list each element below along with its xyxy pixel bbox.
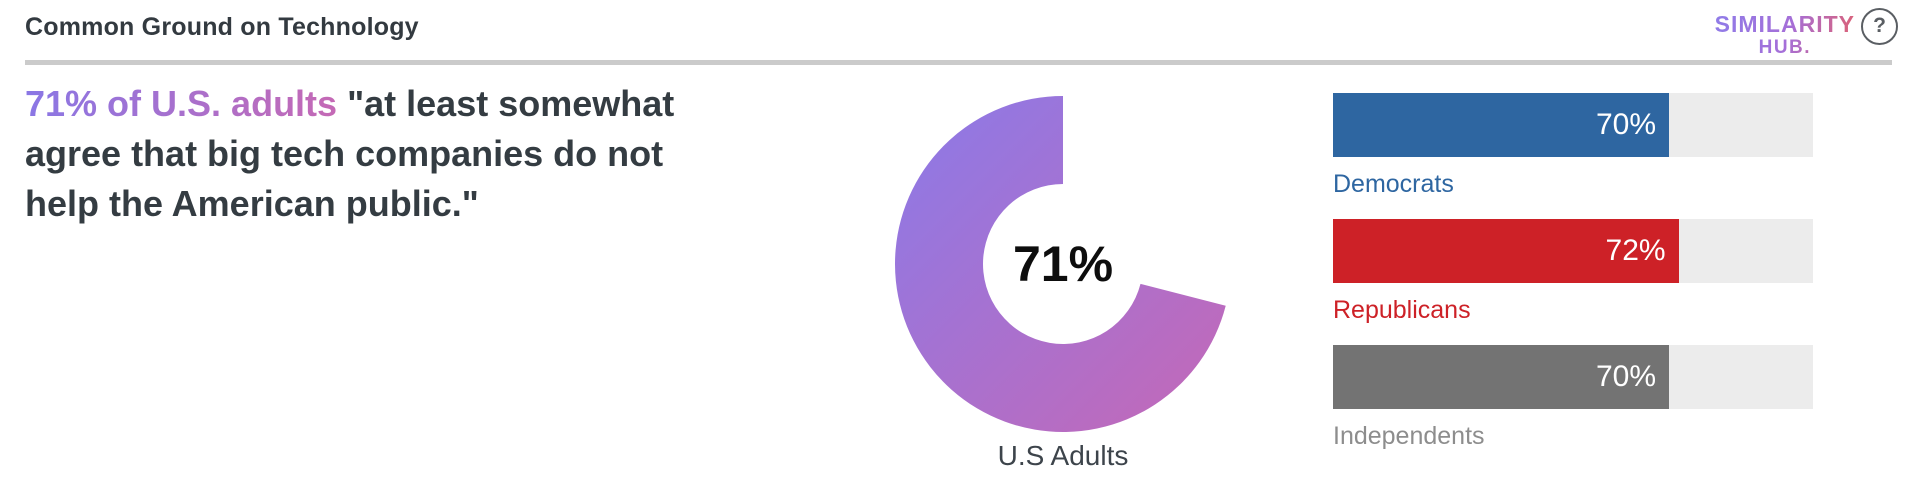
bar-fill: 70% bbox=[1333, 345, 1669, 409]
bar-row: 70% Democrats bbox=[1333, 93, 1813, 219]
bar-value-label: 72% bbox=[1605, 234, 1666, 267]
header-divider bbox=[25, 60, 1892, 65]
bar-track: 72% bbox=[1333, 219, 1813, 283]
bar-group-label: Independents bbox=[1333, 422, 1485, 450]
similarity-hub-logo: SIMILARITY HUB. bbox=[1715, 13, 1855, 57]
party-bars: 70% Democrats 72% Republicans 70% Independent… bbox=[1333, 93, 1813, 471]
bar-value-label: 70% bbox=[1595, 108, 1656, 141]
help-icon[interactable]: ? bbox=[1861, 8, 1898, 45]
donut-center-value: 71% bbox=[1012, 236, 1114, 292]
bar-group-label: Democrats bbox=[1333, 170, 1454, 198]
donut-caption: U.S Adults bbox=[997, 440, 1129, 471]
bar-row: 70% Independents bbox=[1333, 345, 1813, 471]
bar-group-label: Republicans bbox=[1333, 296, 1471, 324]
bar-fill: 72% bbox=[1333, 219, 1679, 283]
bar-track: 70% bbox=[1333, 345, 1813, 409]
donut-svg bbox=[894, 96, 1226, 432]
bar-row: 72% Republicans bbox=[1333, 219, 1813, 345]
logo-line2: HUB. bbox=[1758, 37, 1812, 58]
statement-text: 71% of U.S. adults "at least somewhat ag… bbox=[25, 79, 685, 229]
statement-rest: "at least somewhat agree that big tech c… bbox=[25, 83, 675, 224]
statement-highlight: 71% of U.S. adults bbox=[25, 83, 338, 124]
page-title: Common Ground on Technology bbox=[25, 13, 419, 41]
logo-line1: SIMILARITY bbox=[1714, 11, 1855, 37]
bar-fill: 70% bbox=[1333, 93, 1669, 157]
bar-value-label: 70% bbox=[1595, 360, 1656, 393]
donut-arc-segment bbox=[894, 96, 1226, 432]
bar-track: 70% bbox=[1333, 93, 1813, 157]
donut-chart: 71% bbox=[893, 94, 1233, 434]
